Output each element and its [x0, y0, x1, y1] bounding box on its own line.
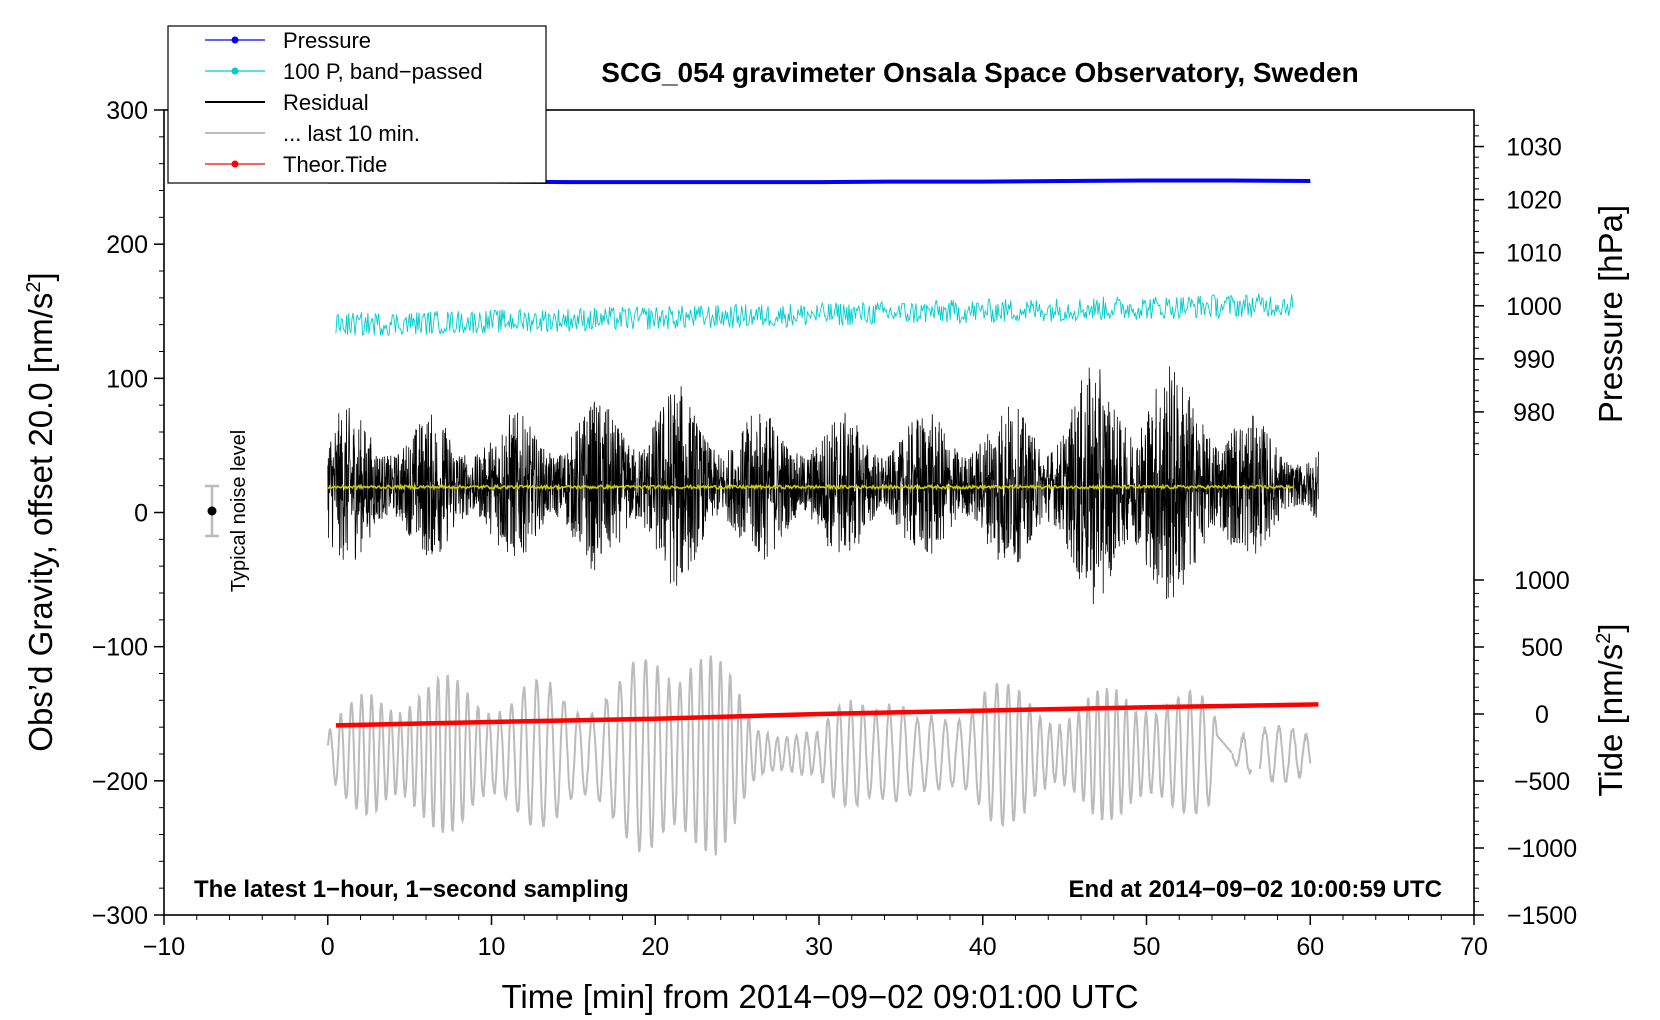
pressure-tick-label: 1030 [1506, 134, 1562, 162]
pressure-tick-label: 1010 [1506, 240, 1562, 268]
y-axis-label-sup: 2 [23, 281, 45, 292]
y-axis-label: Obs’d Gravity, offset 20.0 [nm/s2] [22, 272, 59, 751]
legend-label-last10: ... last 10 min. [283, 121, 420, 146]
x-tick-label: 0 [321, 933, 335, 961]
legend-label-pressure: Pressure [283, 28, 371, 53]
pressure-axis-label: Pressure [hPa] [1592, 205, 1629, 423]
series-line-last-10-min [326, 655, 1312, 856]
y-tick-label: 200 [106, 231, 148, 259]
pressure-tick-label: 1020 [1506, 187, 1562, 215]
pressure-tick-label: 980 [1513, 399, 1555, 427]
x-tick-label: 40 [969, 933, 997, 961]
x-tick-label: 50 [1133, 933, 1161, 961]
legend-label-residual: Residual [283, 90, 369, 115]
tide-axis-label: Tide [nm/s2] [1592, 623, 1629, 796]
series-line-mean-level [327, 483, 1295, 491]
legend-marker-pressure [231, 36, 239, 44]
legend-marker-bandpassed [231, 67, 239, 75]
legend-marker-tide [231, 160, 239, 168]
y-tick-label: −300 [92, 902, 148, 930]
noise-level-marker [207, 506, 217, 516]
y-axis-label-main: Obs’d Gravity, offset 20.0 [nm/s [22, 293, 59, 752]
tide-tick-label: −500 [1514, 768, 1570, 796]
tide-axis-label-main: Tide [nm/s [1592, 644, 1629, 797]
y-axis-label-end: ] [22, 272, 59, 281]
x-tick-label: −10 [143, 933, 185, 961]
legend: Pressure 100 P, band−passed Residual ...… [167, 25, 547, 184]
x-tick-label: 30 [805, 933, 833, 961]
legend-label-bandpassed: 100 P, band−passed [283, 59, 483, 84]
legend-label-tide: Theor.Tide [283, 152, 387, 177]
x-axis-label: Time [min] from 2014−09−02 09:01:00 UTC [501, 978, 1138, 1015]
tide-tick-label: 500 [1521, 634, 1563, 662]
annotation-end-time: End at 2014−09−02 10:00:59 UTC [1068, 876, 1442, 903]
y-tick-label: 100 [106, 365, 148, 393]
y-tick-label: 0 [134, 500, 148, 528]
chart-title: SCG_054 gravimeter Onsala Space Observat… [601, 57, 1358, 88]
tide-tick-label: −1000 [1507, 835, 1577, 863]
series-line-theor-tide [335, 702, 1319, 728]
tick-layer: −10 0 10 20 30 40 50 60 70−300−200−1000100200300… [92, 97, 1577, 961]
tide-axis-label-end: ] [1592, 623, 1629, 632]
tide-tick-label: 0 [1535, 701, 1549, 729]
x-tick-label: 10 [478, 933, 506, 961]
tide-tick-label: 1000 [1514, 567, 1570, 595]
noise-level-label: Typical noise level [228, 430, 250, 592]
series-line-band-passed [335, 293, 1295, 337]
pressure-tick-label: 1000 [1506, 293, 1562, 321]
x-tick-label: 20 [641, 933, 669, 961]
series-line-residual [327, 366, 1319, 605]
y-tick-label: −200 [92, 768, 148, 796]
y-tick-label: 300 [106, 97, 148, 125]
x-tick-label: 70 [1460, 933, 1488, 961]
tide-tick-label: −1500 [1507, 902, 1577, 930]
tide-axis-label-sup: 2 [1593, 633, 1615, 644]
annotation-sampling: The latest 1−hour, 1−second sampling [194, 876, 629, 903]
y-tick-label: −100 [92, 634, 148, 662]
noise-level-indicator: Typical noise level [205, 430, 250, 592]
pressure-tick-label: 990 [1513, 346, 1555, 374]
legend-box [167, 25, 547, 184]
x-tick-label: 60 [1296, 933, 1324, 961]
